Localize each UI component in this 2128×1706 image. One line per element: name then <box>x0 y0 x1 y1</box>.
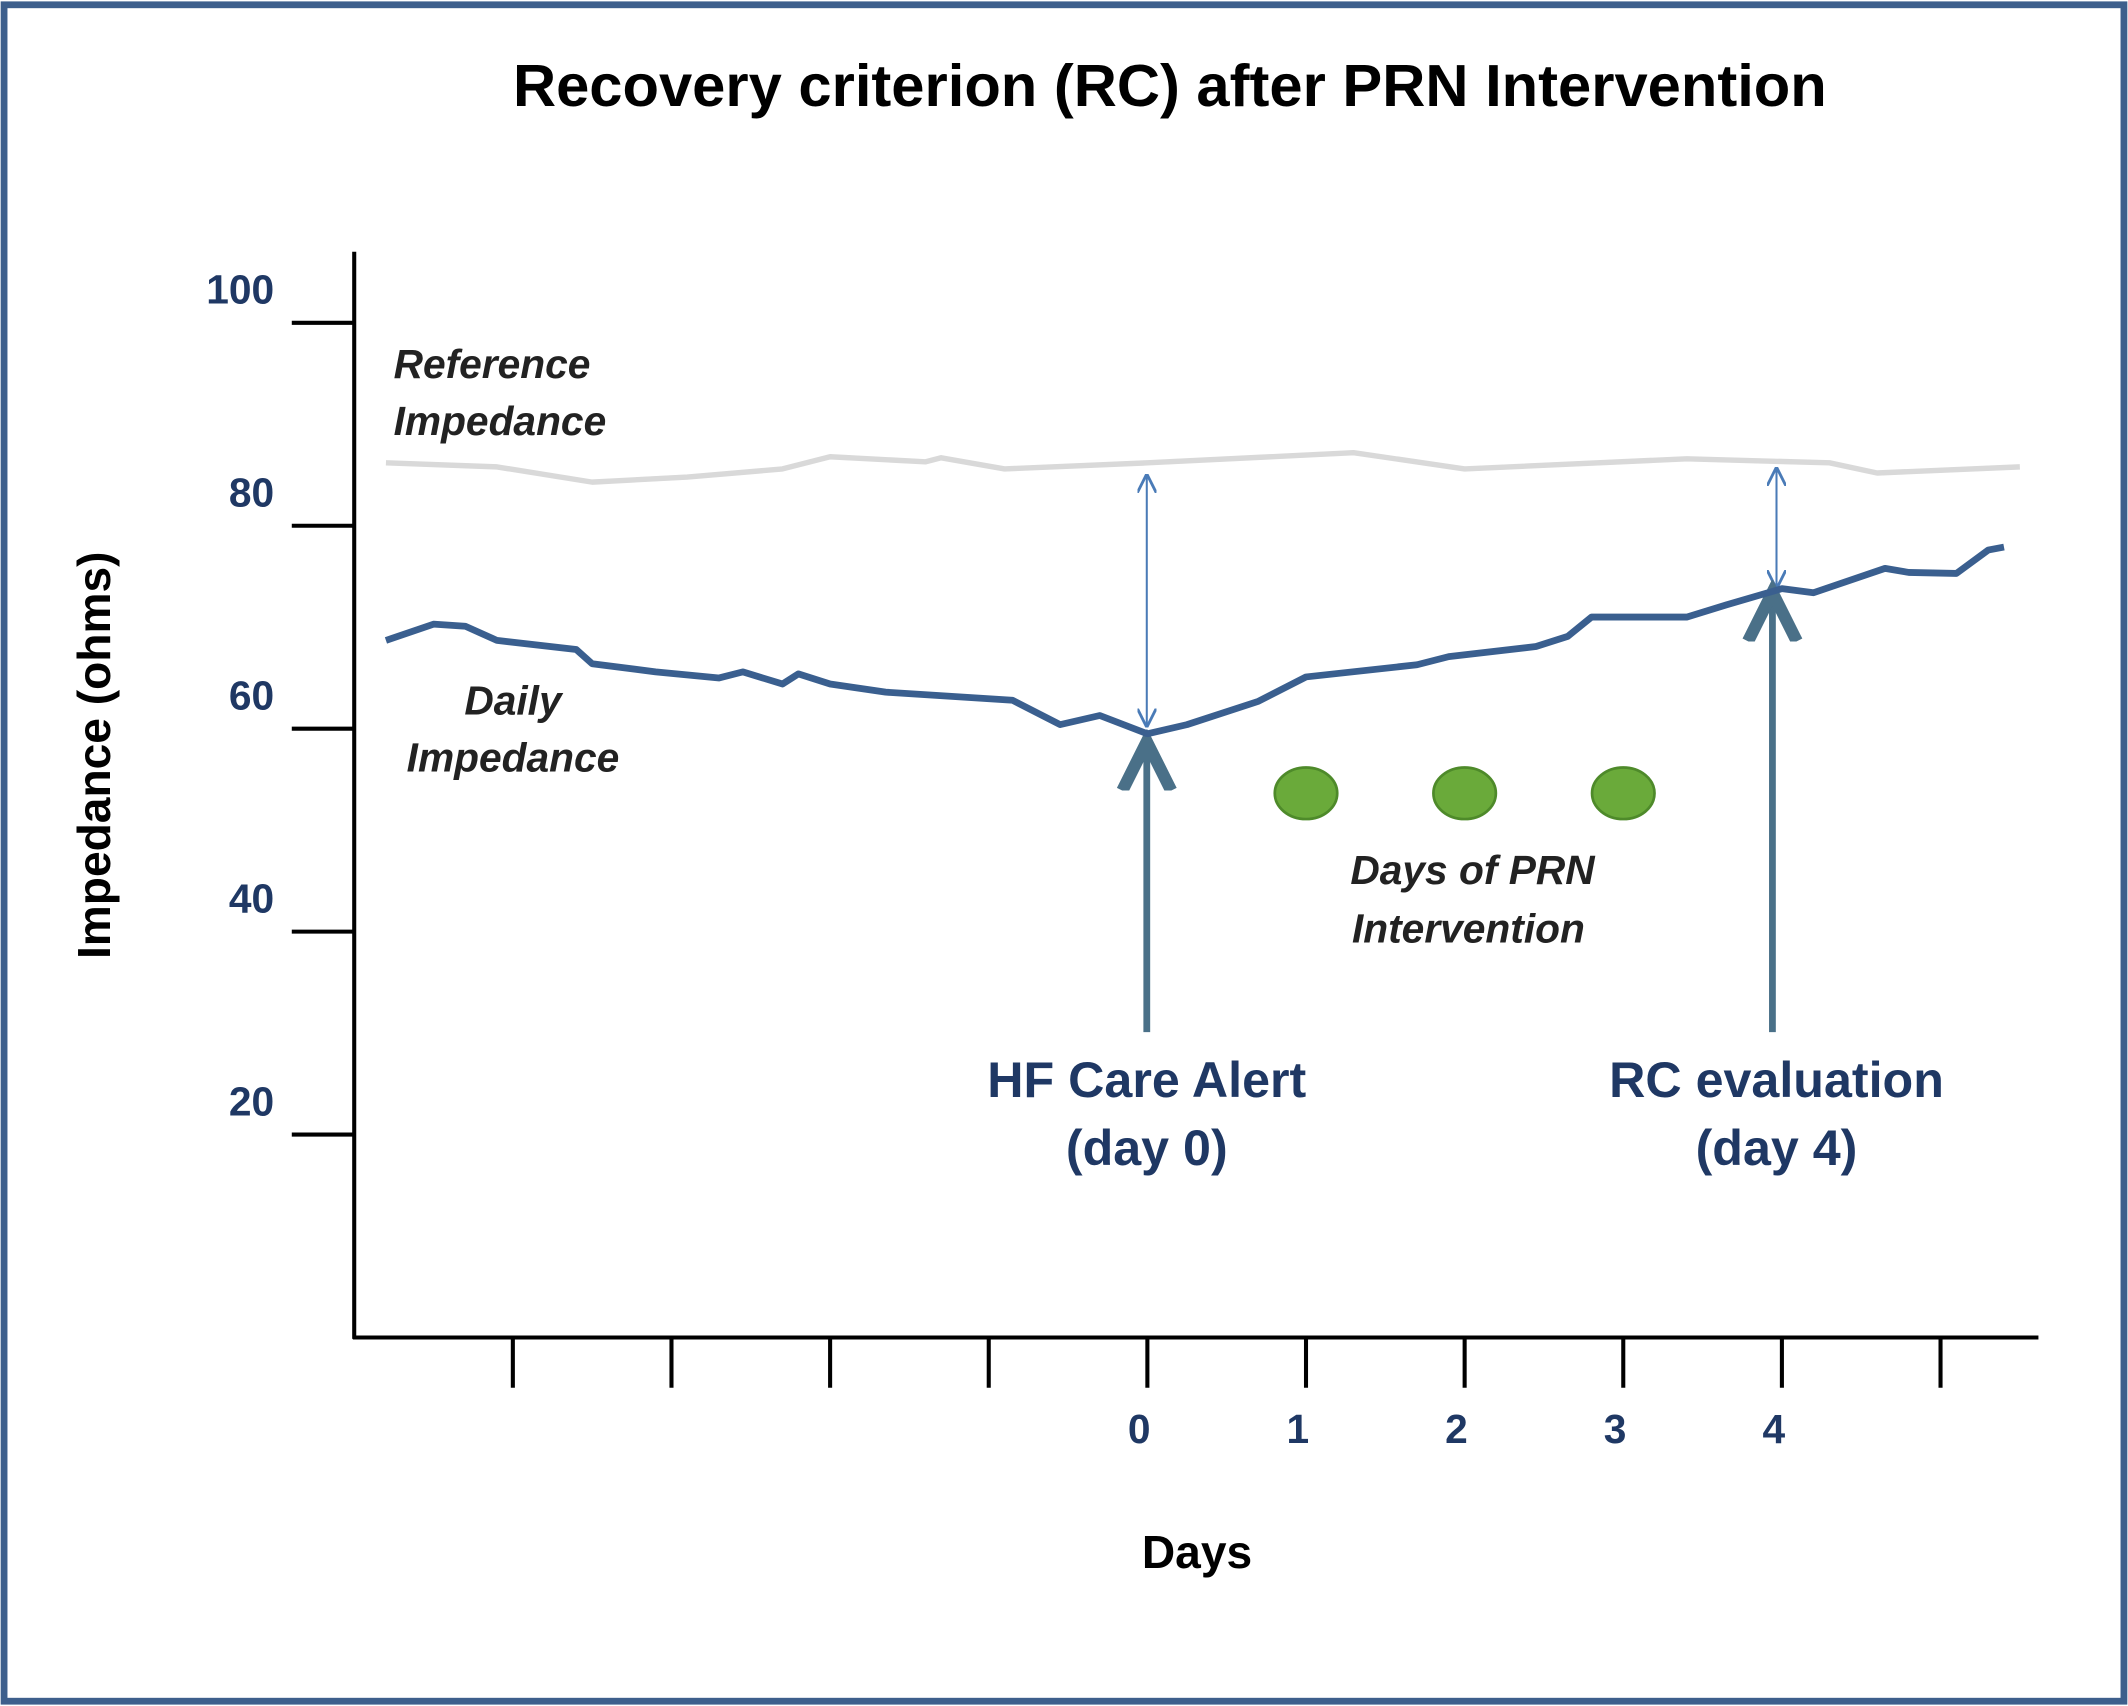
y-tick-label: 40 <box>229 876 274 922</box>
annotation: (day 0) <box>1066 1120 1228 1176</box>
x-tick-label: 0 <box>1128 1406 1151 1452</box>
annotation: (day 4) <box>1696 1120 1858 1176</box>
y-tick-label: 20 <box>229 1078 274 1124</box>
chart-title: Recovery criterion (RC) after PRN Interv… <box>513 52 1827 119</box>
annotation: Impedance <box>407 734 620 780</box>
series-line <box>384 543 2005 738</box>
annotation: Impedance <box>394 398 607 444</box>
annotation: HF Care Alert <box>987 1052 1306 1108</box>
series-line <box>385 449 2020 485</box>
y-tick-label: 80 <box>229 470 274 516</box>
x-tick-label: 4 <box>1762 1406 1785 1452</box>
intervention-day <box>1273 766 1339 821</box>
x-axis-label: Days <box>1142 1526 1252 1578</box>
intervention-day <box>1590 766 1656 821</box>
x-tick-label: 3 <box>1604 1406 1627 1452</box>
annotation: Reference <box>394 341 591 387</box>
annotation: Days of PRN <box>1350 847 1596 893</box>
annotation: Intervention <box>1352 905 1585 951</box>
intervention-day <box>1432 766 1498 821</box>
annotation: RC evaluation <box>1609 1052 1944 1108</box>
x-tick-label: 1 <box>1287 1406 1310 1452</box>
annotation: Daily <box>464 677 564 723</box>
y-tick-label: 60 <box>229 673 274 719</box>
y-axis-label: Impedance (ohms) <box>68 552 120 960</box>
x-tick-label: 2 <box>1445 1406 1468 1452</box>
y-tick-label: 100 <box>206 267 274 313</box>
